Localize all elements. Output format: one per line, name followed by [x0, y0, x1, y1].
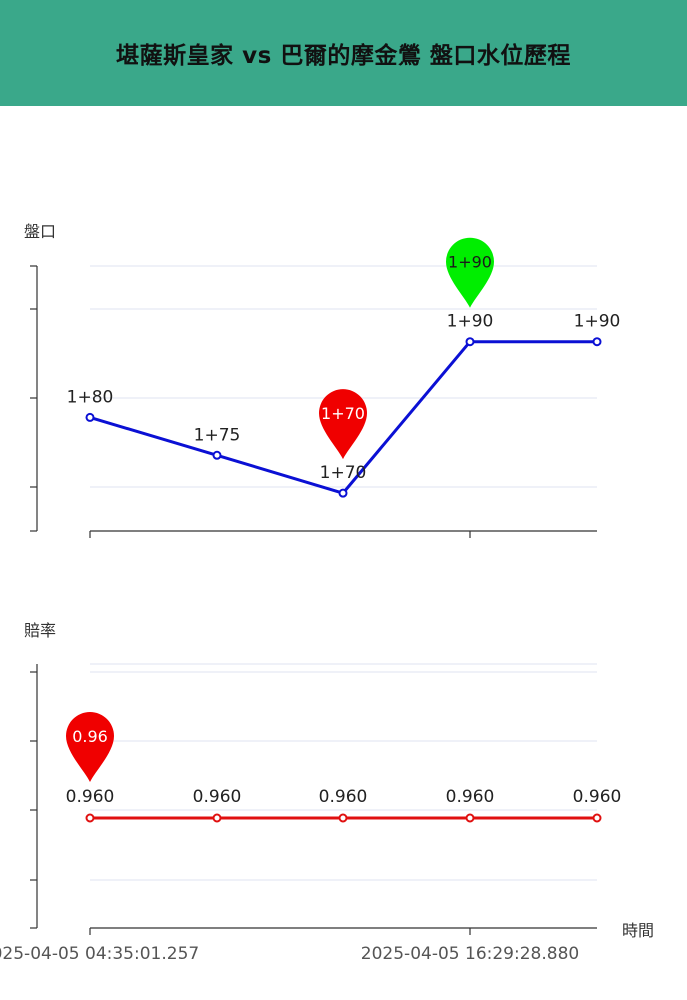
y-axis-label-handicap: 盤口	[24, 222, 56, 241]
data-point-odds-0	[85, 813, 95, 823]
data-point-odds-1	[212, 813, 222, 823]
data-label-odds-4: 0.960	[573, 787, 622, 807]
data-label-odds-2: 0.960	[319, 787, 368, 807]
marker-pin-label-odds-0: 0.96	[72, 727, 108, 746]
data-label-handicap-3: 1+90	[447, 312, 494, 332]
y-axis-label-odds: 賠率	[24, 621, 56, 640]
data-point-handicap-0	[85, 412, 95, 422]
data-label-handicap-4: 1+90	[574, 312, 621, 332]
data-label-handicap-0: 1+80	[67, 387, 114, 407]
data-point-handicap-3	[465, 337, 475, 347]
marker-pin-handicap-0	[319, 389, 367, 460]
marker-pin-label-handicap-0: 1+70	[321, 404, 365, 423]
x-tick-label-1: 2025-04-05 16:29:28.880	[361, 944, 579, 964]
data-label-handicap-1: 1+75	[194, 425, 241, 445]
data-label-odds-3: 0.960	[446, 787, 495, 807]
marker-pin-odds-0	[66, 712, 114, 782]
marker-pin-handicap-1	[446, 237, 494, 308]
data-label-handicap-2: 1+70	[320, 463, 367, 483]
page-header: 堪薩斯皇家 vs 巴爾的摩金鶯 盤口水位歷程	[0, 0, 687, 106]
data-point-handicap-1	[212, 450, 222, 460]
data-point-odds-2	[338, 813, 348, 823]
x-tick-label-0: 2025-04-05 04:35:01.257	[0, 944, 199, 964]
data-point-odds-3	[465, 813, 475, 823]
data-point-handicap-2	[338, 488, 348, 498]
page-title: 堪薩斯皇家 vs 巴爾的摩金鶯 盤口水位歷程	[116, 43, 571, 69]
marker-pin-label-handicap-1: 1+90	[448, 253, 492, 272]
data-point-handicap-4	[592, 337, 602, 347]
data-label-odds-1: 0.960	[193, 787, 242, 807]
x-axis-label-time: 時間	[622, 921, 654, 940]
data-point-odds-4	[592, 813, 602, 823]
data-label-odds-0: 0.960	[66, 787, 115, 807]
